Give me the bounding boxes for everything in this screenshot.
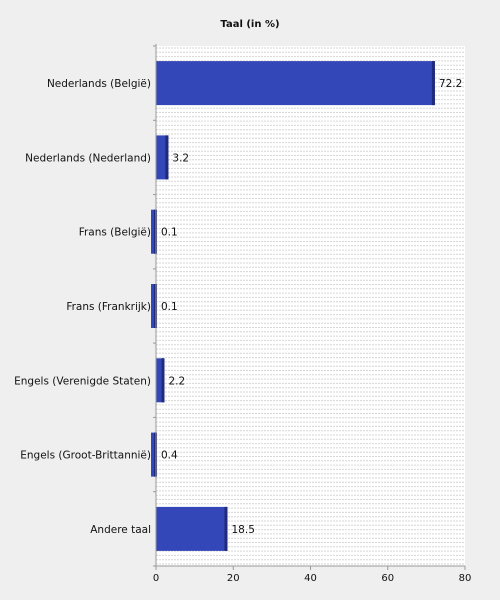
value-label: 3.2 (172, 152, 189, 164)
value-label: 2.2 (169, 375, 186, 387)
bar (156, 506, 228, 551)
grid-lines (156, 47, 465, 565)
bar-edge (224, 506, 228, 551)
category-label: Nederlands (België) (47, 78, 151, 90)
category-label: Engels (Verenigde Staten) (14, 375, 151, 387)
chart-title: Taal (in %) (220, 19, 279, 30)
bar-edge (161, 358, 165, 403)
value-label: 72.2 (439, 78, 462, 90)
value-label: 18.5 (232, 524, 255, 536)
x-tick-label: 40 (304, 573, 317, 584)
bar (156, 61, 435, 106)
bar-edge (431, 61, 435, 106)
value-label: 0.4 (161, 450, 178, 462)
value-label: 0.1 (161, 301, 178, 313)
category-label: Frans (België) (79, 227, 151, 239)
bar (156, 135, 169, 180)
bars (151, 61, 435, 551)
category-label: Andere taal (90, 524, 151, 536)
axes (153, 44, 466, 570)
x-tick-label: 20 (227, 573, 240, 584)
bar-edge (165, 135, 169, 180)
category-label: Engels (Groot-Brittannië) (20, 450, 151, 462)
x-tick-label: 60 (381, 573, 394, 584)
x-tick-label: 0 (153, 573, 159, 584)
bar (156, 358, 165, 403)
category-label: Frans (Frankrijk) (66, 301, 151, 313)
category-label: Nederlands (Nederland) (25, 152, 151, 164)
x-tick-label: 80 (459, 573, 472, 584)
value-label: 0.1 (161, 227, 178, 239)
labels: Nederlands (België) 72.2 Nederlands (Neder… (14, 78, 471, 584)
